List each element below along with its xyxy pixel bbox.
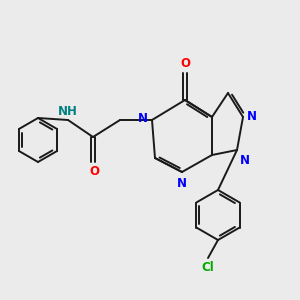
Text: N: N [138, 112, 148, 125]
Text: N: N [247, 110, 257, 124]
Text: Cl: Cl [202, 260, 214, 274]
Text: O: O [90, 164, 100, 178]
Text: NH: NH [58, 105, 78, 119]
Text: O: O [180, 58, 190, 70]
Text: N: N [240, 154, 250, 167]
Text: N: N [177, 177, 187, 190]
